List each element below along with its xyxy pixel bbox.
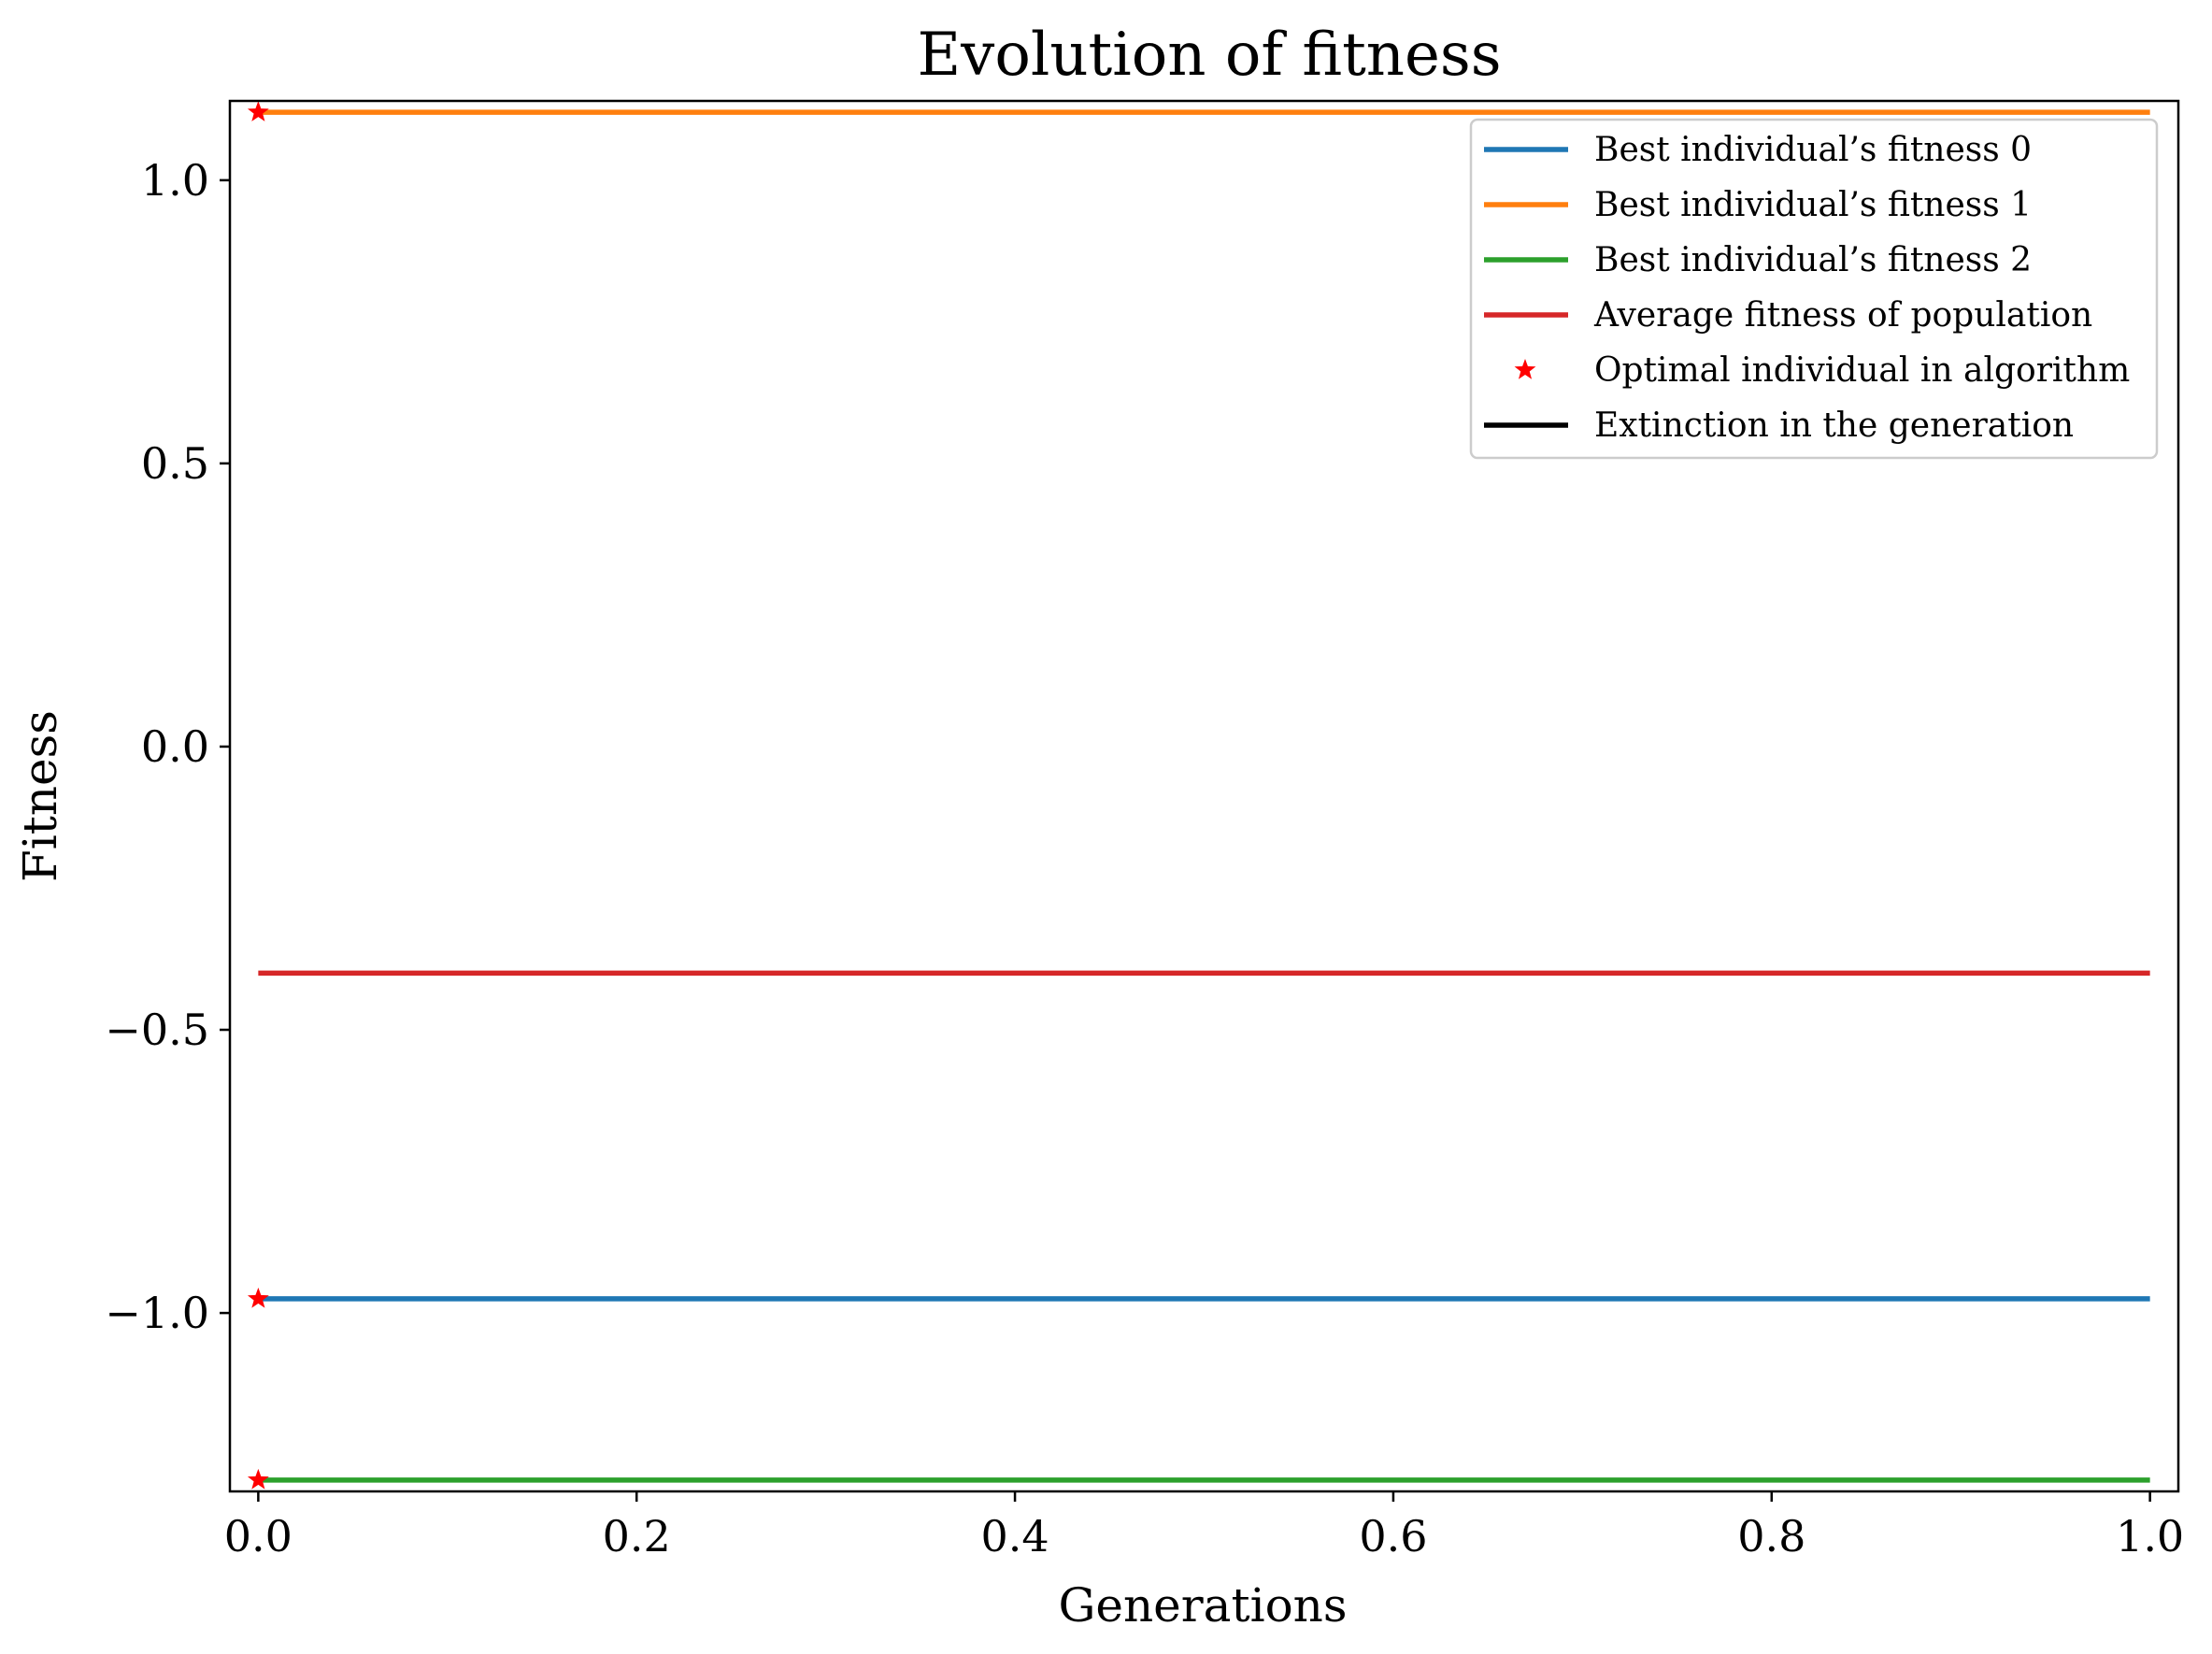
optimal-marker-2 (247, 1468, 269, 1490)
series-layer (247, 101, 2150, 1490)
legend-label-0: Best individual’s fitness 0 (1594, 131, 2032, 169)
y-axis-label: Fitness (13, 710, 67, 882)
legend-label-2: Best individual’s fitness 2 (1594, 241, 2032, 279)
legend-label-1: Best individual’s fitness 1 (1594, 186, 2032, 224)
axis-ticks: 0.0 0.2 0.4 0.6 0.8 1.0 1.0 0.5 0.0 −0.5 −1.0 (105, 155, 2184, 1561)
x-tick-label-5: 1.0 (2116, 1511, 2184, 1561)
y-tick-label-4: −1.0 (105, 1288, 209, 1338)
legend-box (1469, 118, 2159, 460)
y-tick-label-3: −0.5 (105, 1005, 209, 1055)
x-tick-label-3: 0.6 (1359, 1511, 1427, 1561)
optimal-marker-0 (247, 101, 269, 121)
legend-label-4: Optimal individual in algorithm (1594, 351, 2130, 390)
legend: Best individual’s fitness 0 Best individu… (1469, 118, 2159, 460)
y-tick-label-0: 1.0 (141, 155, 209, 206)
x-tick-label-2: 0.4 (980, 1511, 1049, 1561)
optimal-marker-1 (247, 1287, 269, 1308)
y-tick-label-2: 0.0 (141, 721, 209, 772)
x-axis-label: Generations (1058, 1578, 1347, 1633)
y-tick-label-1: 0.5 (141, 438, 209, 489)
x-tick-label-4: 0.8 (1737, 1511, 1805, 1561)
x-tick-label-0: 0.0 (224, 1511, 293, 1561)
plot-frame (228, 99, 2180, 1493)
legend-marker-4 (1514, 359, 1536, 379)
chart-title: Evolution of fitness (917, 21, 1501, 90)
legend-label-5: Extinction in the generation (1594, 406, 2074, 445)
legend-label-3: Average fitness of population (1593, 296, 2092, 335)
x-tick-label-1: 0.2 (603, 1511, 671, 1561)
plot-area (228, 99, 2180, 1493)
